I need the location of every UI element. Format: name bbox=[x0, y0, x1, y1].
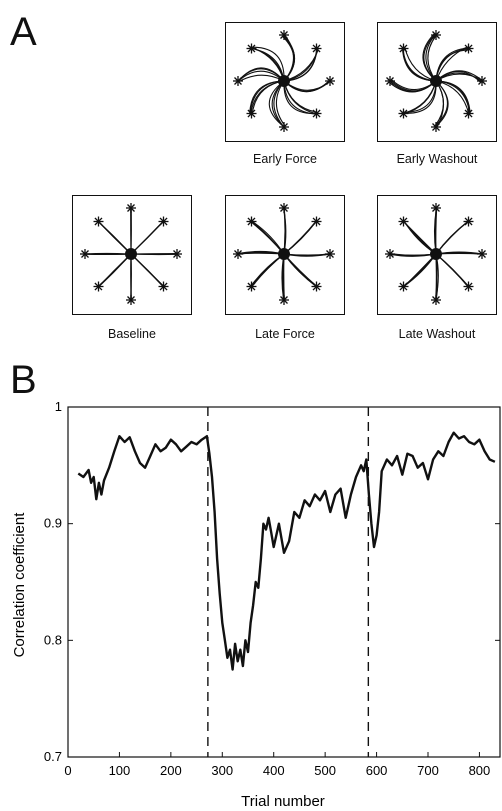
y-tick-label: 0.9 bbox=[44, 516, 62, 531]
target-asterisk-icon bbox=[158, 281, 169, 292]
target-asterisk-icon bbox=[279, 122, 289, 132]
target-asterisk-icon bbox=[279, 295, 289, 305]
caption-late-force: Late Force bbox=[255, 327, 315, 341]
target-asterisk-icon bbox=[398, 216, 409, 227]
x-tick-label: 100 bbox=[109, 763, 131, 778]
center-start-marker bbox=[430, 75, 442, 87]
target-asterisk-icon bbox=[93, 281, 104, 292]
target-asterisk-icon bbox=[126, 203, 136, 213]
center-start-marker bbox=[430, 248, 442, 260]
target-asterisk-icon bbox=[311, 216, 322, 227]
target-asterisk-icon bbox=[431, 30, 441, 40]
x-tick-label: 800 bbox=[469, 763, 491, 778]
target-asterisk-icon bbox=[279, 203, 289, 213]
x-tick-label: 700 bbox=[417, 763, 439, 778]
target-asterisk-icon bbox=[311, 281, 322, 292]
target-asterisk-icon bbox=[233, 249, 243, 259]
target-asterisk-icon bbox=[463, 281, 474, 292]
target-asterisk-icon bbox=[398, 108, 409, 119]
target-asterisk-icon bbox=[431, 122, 441, 132]
panel-b-label: B bbox=[10, 358, 37, 402]
target-asterisk-icon bbox=[398, 281, 409, 292]
x-tick-label: 0 bbox=[64, 763, 71, 778]
y-tick-label: 1 bbox=[55, 399, 62, 414]
target-asterisk-icon bbox=[233, 76, 243, 86]
target-asterisk-icon bbox=[463, 108, 474, 119]
target-asterisk-icon bbox=[126, 295, 136, 305]
correlation-series-line bbox=[77, 431, 496, 671]
target-asterisk-icon bbox=[431, 295, 441, 305]
trajectory-plot-late-washout bbox=[377, 195, 497, 315]
target-asterisk-icon bbox=[385, 249, 395, 259]
target-asterisk-icon bbox=[431, 203, 441, 213]
target-asterisk-icon bbox=[477, 249, 487, 259]
trajectory-plot-late-force bbox=[225, 195, 345, 315]
target-asterisk-icon bbox=[477, 76, 487, 86]
center-start-marker bbox=[125, 248, 137, 260]
target-asterisk-icon bbox=[158, 216, 169, 227]
target-asterisk-icon bbox=[246, 281, 257, 292]
trajectory-plot-early-washout bbox=[377, 22, 497, 142]
x-axis-label: Trial number bbox=[241, 793, 325, 810]
target-asterisk-icon bbox=[463, 43, 474, 54]
x-tick-label: 500 bbox=[314, 763, 336, 778]
caption-baseline: Baseline bbox=[108, 327, 156, 341]
caption-early-force: Early Force bbox=[253, 152, 317, 166]
target-asterisk-icon bbox=[325, 249, 335, 259]
target-asterisk-icon bbox=[246, 108, 257, 119]
target-asterisk-icon bbox=[385, 76, 395, 86]
y-axis-label: Correlation coefficient bbox=[11, 512, 28, 658]
target-asterisk-icon bbox=[80, 249, 90, 259]
x-tick-label: 200 bbox=[160, 763, 182, 778]
caption-late-washout: Late Washout bbox=[398, 327, 476, 341]
center-start-marker bbox=[278, 75, 290, 87]
target-asterisk-icon bbox=[463, 216, 474, 227]
target-asterisk-icon bbox=[311, 43, 322, 54]
x-tick-label: 300 bbox=[211, 763, 233, 778]
correlation-chart: 0 100 200 300 400 500 600 700 800 0.7 0.8 0.9 1 Corr… bbox=[11, 399, 501, 810]
center-start-marker bbox=[278, 248, 290, 260]
target-asterisk-icon bbox=[93, 216, 104, 227]
target-asterisk-icon bbox=[325, 76, 335, 86]
trajectory-plot-baseline bbox=[72, 195, 192, 315]
x-tick-label: 600 bbox=[366, 763, 388, 778]
y-tick-label: 0.8 bbox=[44, 632, 62, 647]
caption-early-washout: Early Washout bbox=[396, 152, 478, 166]
plot-frame bbox=[67, 406, 501, 758]
target-asterisk-icon bbox=[172, 249, 182, 259]
trajectory-plot-early-force bbox=[225, 22, 345, 142]
target-asterisk-icon bbox=[246, 216, 257, 227]
target-asterisk-icon bbox=[279, 30, 289, 40]
y-tick-label: 0.7 bbox=[44, 749, 62, 764]
target-asterisk-icon bbox=[246, 43, 257, 54]
target-asterisk-icon bbox=[311, 108, 322, 119]
x-tick-label: 400 bbox=[263, 763, 285, 778]
target-asterisk-icon bbox=[398, 43, 409, 54]
panel-a-label: A bbox=[10, 10, 37, 54]
